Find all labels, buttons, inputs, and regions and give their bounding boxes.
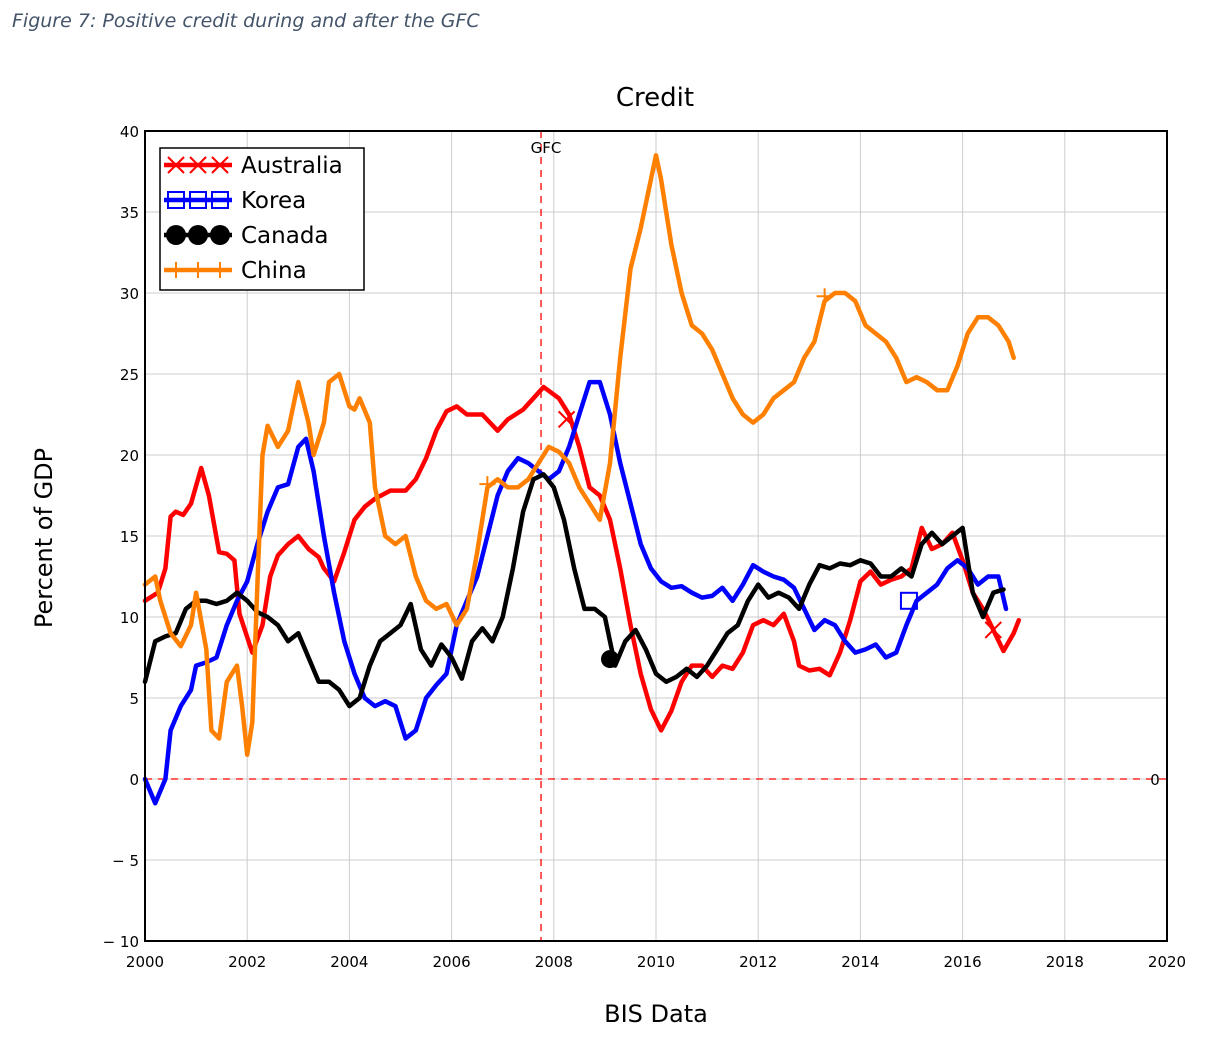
legend-swatch-marker	[189, 156, 207, 174]
y-axis-label: Percent of GDP	[30, 448, 58, 628]
zero-label: 0	[1150, 771, 1160, 789]
y-tick-label: 30	[120, 285, 139, 303]
series-line-canada	[142, 472, 1006, 709]
x-tick-label: 2004	[330, 953, 368, 971]
marker-circle	[188, 225, 208, 245]
series-marker-china	[479, 476, 496, 493]
x-tick-label: 2014	[841, 953, 879, 971]
legend-swatch-marker	[212, 262, 228, 278]
marker-circle	[601, 650, 620, 669]
x-tick-label: 2016	[944, 953, 982, 971]
legend-label: Canada	[241, 223, 329, 249]
legend-box	[159, 147, 365, 291]
series-marker-korea	[899, 591, 918, 610]
series-marker-australia	[984, 621, 1002, 639]
legend-swatch-marker	[167, 156, 185, 174]
x-axis-label: BIS Data	[604, 1000, 708, 1028]
marker-stroke	[211, 156, 229, 174]
y-tick-label: 35	[120, 204, 139, 222]
x-tick-label: 2006	[433, 953, 471, 971]
legend-swatch-marker	[168, 262, 184, 278]
gfc-label: GFC	[531, 139, 562, 157]
series-line-korea	[142, 379, 1009, 806]
legend-swatch-marker	[210, 225, 230, 245]
marker-stroke	[167, 156, 185, 174]
x-axis-ticks: 2000 2002 2004 2006 2008 2010 2012 2014 2016 2018…	[126, 953, 1186, 971]
legend-swatch-marker	[166, 225, 186, 245]
marker-stroke	[984, 621, 1002, 639]
marker-square	[189, 191, 207, 209]
marker-square	[167, 191, 185, 209]
marker-stroke	[189, 156, 207, 174]
legend-label: China	[241, 258, 307, 284]
marker-square	[899, 591, 918, 610]
marker-stroke	[557, 410, 576, 429]
y-tick-label: 15	[120, 528, 139, 546]
legend-swatch-marker	[189, 191, 207, 209]
y-tick-label: − 5	[112, 852, 139, 870]
series-marker-canada	[601, 650, 620, 669]
series-line-china	[142, 153, 1016, 757]
y-tick-label: 40	[120, 123, 139, 141]
legend-swatch-marker	[167, 191, 185, 209]
legend-item-china: China	[164, 258, 307, 284]
x-tick-label: 2020	[1148, 953, 1186, 971]
x-tick-label: 2010	[637, 953, 675, 971]
reference-lines: GFC 0	[145, 131, 1167, 941]
legend-swatch-marker	[188, 225, 208, 245]
legend-item-australia: Australia	[164, 153, 343, 179]
plot-area	[142, 153, 1022, 806]
legend-label: Australia	[241, 153, 343, 179]
plot-frame	[144, 130, 1168, 942]
x-tick-label: 2008	[535, 953, 573, 971]
x-tick-label: 2000	[126, 953, 164, 971]
series-marker-australia	[557, 410, 576, 429]
figure-caption: Figure 7: Positive credit during and aft…	[12, 10, 480, 32]
legend-label: Korea	[241, 188, 306, 214]
series-line-australia	[142, 384, 1022, 733]
y-tick-label: 0	[129, 771, 139, 789]
legend-swatch-marker	[211, 156, 229, 174]
x-tick-label: 2002	[228, 953, 266, 971]
y-axis-ticks: − 10 − 5 0 5 10 15 20 25 30 35 40	[103, 123, 139, 951]
legend-swatch-marker	[211, 191, 229, 209]
y-tick-label: 10	[120, 609, 139, 627]
marker-square	[211, 191, 229, 209]
y-tick-label: − 10	[103, 933, 139, 951]
y-tick-label: 25	[120, 366, 139, 384]
marker-circle	[210, 225, 230, 245]
x-tick-label: 2018	[1046, 953, 1084, 971]
y-tick-label: 20	[120, 447, 139, 465]
series-marker-china	[816, 288, 833, 305]
legend-item-canada: Canada	[164, 223, 329, 249]
marker-circle	[166, 225, 186, 245]
y-tick-label: 5	[129, 690, 139, 708]
legend-swatch-marker	[190, 262, 206, 278]
legend-item-korea: Korea	[164, 188, 306, 214]
chart-title: Credit	[616, 83, 694, 113]
x-tick-label: 2012	[739, 953, 777, 971]
legend: Australia Korea Canada China	[159, 147, 365, 291]
